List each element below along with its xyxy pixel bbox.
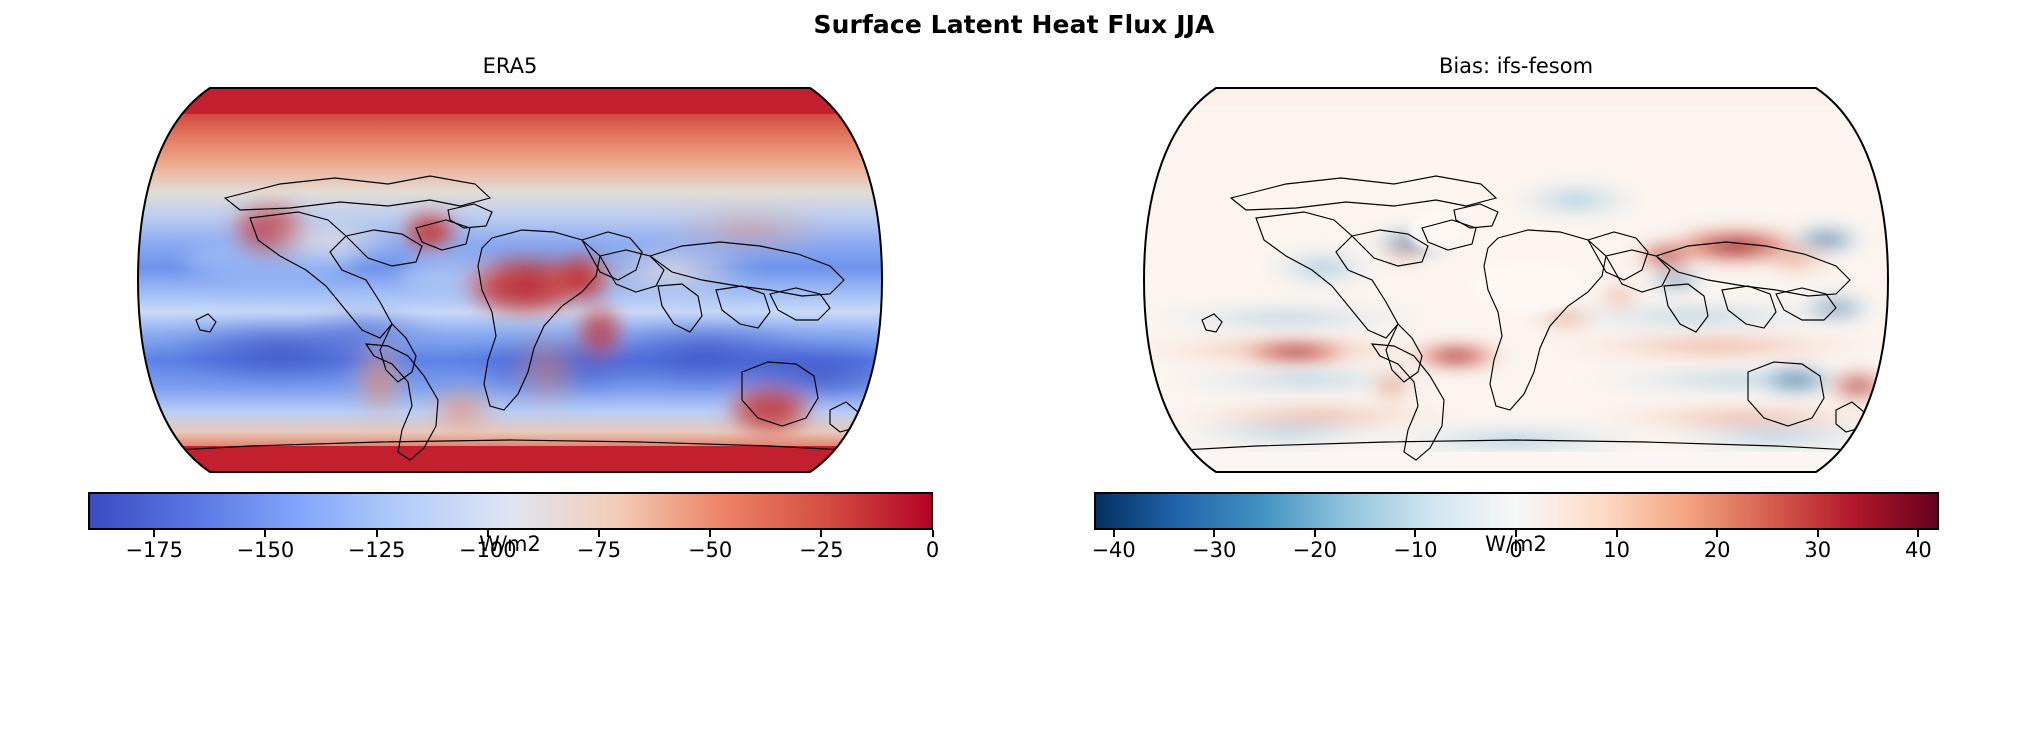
map-era5[interactable] <box>130 80 890 480</box>
panel-title-era5: ERA5 <box>482 54 538 78</box>
tick-label: −25 <box>799 538 844 562</box>
panel-title-bias-ifs-fesom: Bias: ifs-fesom <box>1438 54 1594 78</box>
map-era5-field <box>138 88 882 472</box>
tick-label: 30 <box>1804 538 1832 562</box>
map-era5-clip <box>130 80 890 480</box>
tick-label: −175 <box>125 538 184 562</box>
tick-label: −20 <box>1292 538 1337 562</box>
colorbar-era5-bar <box>87 492 933 530</box>
tick-label: 40 <box>1905 538 1932 562</box>
colorbar-era5-label: W/m2 <box>479 532 541 556</box>
tick-label: −10 <box>1393 538 1438 562</box>
map-bias-clip <box>1136 80 1896 480</box>
tick-label: −75 <box>576 538 622 562</box>
colorbar-bias-gradient <box>1095 494 1937 528</box>
map-era5-frame <box>136 87 884 473</box>
figure-suptitle: Surface Latent Heat Flux JJA <box>813 10 1215 39</box>
colorbar-bias-label: W/m2 <box>1485 532 1547 556</box>
colorbar-era5-ticks: −175 −150 −125 −100 −75 −50 −25 0 <box>88 530 939 562</box>
tick-label: 10 <box>1603 538 1630 562</box>
tick-mark <box>1917 530 1920 537</box>
tick-mark <box>153 530 156 537</box>
colorbar-bias-bar <box>1093 492 1939 530</box>
colorbar-bias[interactable]: −40 −30 −20 −10 0 10 20 30 40 W/m2 <box>1091 492 1939 562</box>
tick-mark <box>1716 530 1719 537</box>
colorbar-era5[interactable]: −175 −150 −125 −100 −75 −50 −25 0 W/m2 <box>87 492 939 562</box>
tick-mark <box>597 530 600 537</box>
tick-label: −100 <box>458 538 517 562</box>
tick-mark <box>1313 530 1316 537</box>
panel-bias-ifs-fesom: Bias: ifs-fesom <box>1016 52 2016 562</box>
tick-mark <box>1213 530 1216 537</box>
panel-era5: ERA5 <box>10 52 1010 562</box>
tick-mark <box>1414 530 1417 537</box>
colorbar-bias-ticks: −40 −30 −20 −10 0 10 20 30 40 <box>1091 530 1939 562</box>
tick-mark <box>264 530 267 537</box>
tick-label: −150 <box>236 538 295 562</box>
map-bias-coastlines <box>1145 175 1888 461</box>
tick-mark <box>1112 530 1115 537</box>
tick-label: 0 <box>1509 538 1523 562</box>
tick-label: 20 <box>1703 538 1731 562</box>
tick-mark <box>709 530 712 537</box>
tick-mark <box>931 530 934 537</box>
map-bias-frame <box>1142 87 1890 473</box>
tick-label: −30 <box>1192 538 1237 562</box>
map-bias-svg <box>1142 87 1890 473</box>
tick-mark <box>1615 530 1618 537</box>
tick-label: −50 <box>687 538 733 562</box>
map-bias-ifs-fesom[interactable] <box>1136 80 1896 480</box>
tick-mark <box>1515 530 1517 537</box>
map-era5-svg <box>136 87 884 473</box>
tick-mark <box>820 530 823 537</box>
colorbar-era5-gradient <box>89 494 931 528</box>
tick-mark <box>486 530 489 537</box>
map-bias-field <box>1144 88 1888 472</box>
tick-mark <box>375 530 378 537</box>
tick-mark <box>1816 530 1819 537</box>
tick-label: −125 <box>347 538 406 562</box>
map-era5-coastlines <box>139 175 882 461</box>
tick-label: −40 <box>1091 538 1136 562</box>
tick-label: 0 <box>925 538 940 562</box>
